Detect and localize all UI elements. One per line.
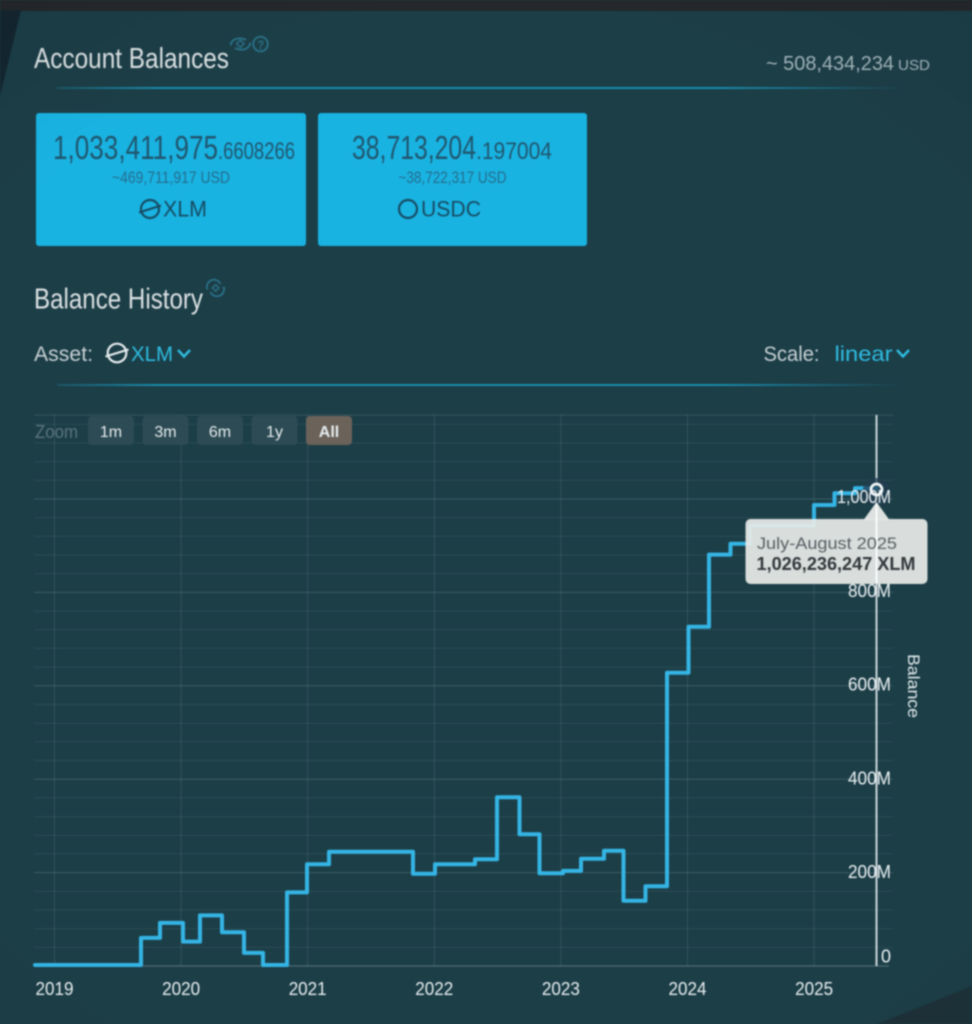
svg-text:400M: 400M bbox=[848, 768, 891, 788]
svg-text:0: 0 bbox=[881, 947, 891, 967]
svg-text:~38,722,317 USD: ~38,722,317 USD bbox=[399, 168, 507, 187]
svg-text:1m: 1m bbox=[100, 424, 122, 441]
svg-text:Account Balances: Account Balances bbox=[34, 43, 229, 75]
svg-text:2025: 2025 bbox=[795, 979, 833, 999]
svg-text:1y: 1y bbox=[266, 424, 283, 441]
svg-text:July-August 2025: July-August 2025 bbox=[757, 534, 897, 553]
svg-text:2024: 2024 bbox=[669, 979, 707, 999]
svg-text:1,000M: 1,000M bbox=[837, 487, 891, 507]
svg-text:800M: 800M bbox=[848, 581, 891, 601]
svg-text:1,026,236,247 XLM: 1,026,236,247 XLM bbox=[757, 553, 916, 574]
svg-text:6m: 6m bbox=[209, 424, 231, 441]
svg-text:Balance History: Balance History bbox=[34, 284, 203, 316]
svg-text:3m: 3m bbox=[154, 424, 176, 441]
svg-text:USDC: USDC bbox=[421, 197, 481, 222]
svg-text:All: All bbox=[319, 424, 339, 441]
svg-text:Asset:: Asset: bbox=[34, 343, 93, 366]
svg-text:2019: 2019 bbox=[36, 979, 74, 999]
svg-text:?: ? bbox=[257, 40, 264, 52]
svg-text:2022: 2022 bbox=[415, 979, 453, 999]
svg-text:38,713,204.197004: 38,713,204.197004 bbox=[352, 129, 552, 166]
svg-text:200M: 200M bbox=[848, 862, 891, 882]
svg-text:XLM: XLM bbox=[131, 343, 173, 366]
svg-text:1,033,411,975.6608266: 1,033,411,975.6608266 bbox=[53, 129, 295, 166]
svg-text:linear: linear bbox=[835, 343, 893, 366]
svg-text:600M: 600M bbox=[848, 675, 891, 695]
svg-text:XLM: XLM bbox=[163, 197, 207, 222]
svg-text:Balance: Balance bbox=[904, 654, 922, 718]
svg-text:2023: 2023 bbox=[542, 979, 580, 999]
svg-text:Scale:: Scale: bbox=[764, 343, 820, 366]
svg-text:Zoom: Zoom bbox=[35, 422, 78, 442]
svg-text:2020: 2020 bbox=[162, 979, 200, 999]
svg-text:~469,711,917 USD: ~469,711,917 USD bbox=[112, 168, 230, 187]
svg-text:2021: 2021 bbox=[289, 979, 327, 999]
